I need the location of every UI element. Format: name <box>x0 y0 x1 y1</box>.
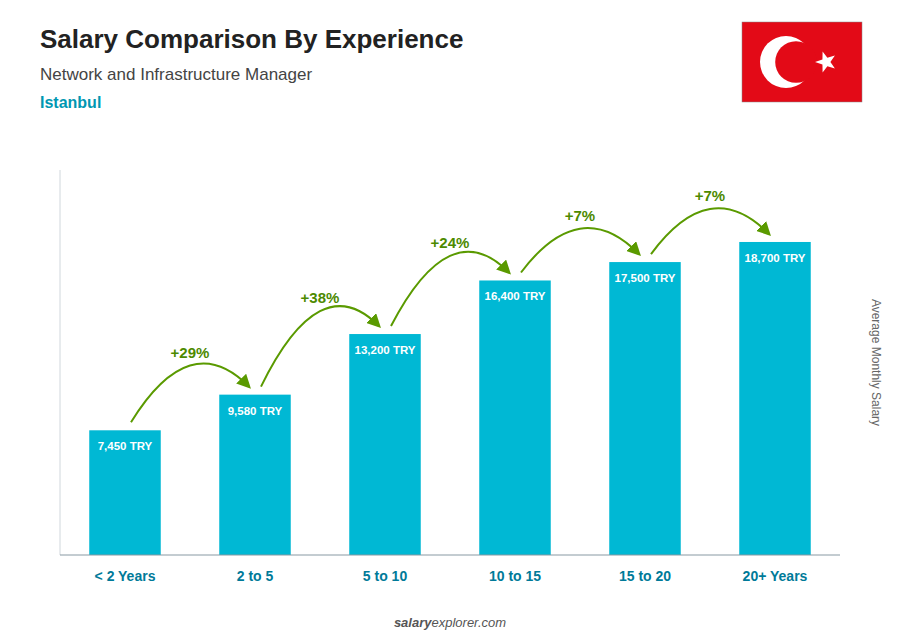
flag-star <box>815 52 835 73</box>
x-tick-label: 5 to 10 <box>363 568 408 584</box>
chart-svg: Salary Comparison By Experience Network a… <box>0 0 900 641</box>
chart-container: Salary Comparison By Experience Network a… <box>0 0 900 641</box>
flag-field <box>742 22 862 102</box>
change-annotation: +38% <box>301 289 340 306</box>
change-annotation: +24% <box>431 234 470 251</box>
bar <box>89 430 161 555</box>
change-arrow <box>131 364 249 423</box>
flag-crescent-inner <box>775 41 817 83</box>
bar <box>609 262 681 555</box>
change-arrow <box>391 252 509 326</box>
change-arrow <box>261 306 379 387</box>
city: Istanbul <box>40 94 101 111</box>
x-tick-label: < 2 Years <box>95 568 156 584</box>
data-label: 16,400 TRY <box>485 290 546 302</box>
x-axis-line <box>60 555 840 556</box>
bar <box>479 280 551 555</box>
bars <box>89 242 811 555</box>
change-annotation: +7% <box>565 207 595 224</box>
bar <box>739 242 811 555</box>
bar <box>349 334 421 555</box>
data-label: 13,200 TRY <box>355 344 416 356</box>
change-annotation: +29% <box>171 344 210 361</box>
data-label: 9,580 TRY <box>228 405 283 417</box>
y-axis-label: Average Monthly Salary <box>869 299 883 426</box>
x-tick-label: 2 to 5 <box>237 568 274 584</box>
subtitle: Network and Infrastructure Manager <box>40 65 312 84</box>
footer-part: explorer.com <box>431 615 506 630</box>
change-annotations: +29% +38% +24% +7% +7% <box>131 187 769 422</box>
data-label: 7,450 TRY <box>98 440 153 452</box>
footer-part: salary <box>394 615 432 630</box>
change-arrow <box>521 228 639 272</box>
change-arrow <box>651 208 769 254</box>
data-label: 18,700 TRY <box>745 252 806 264</box>
x-tick-label: 20+ Years <box>743 568 808 584</box>
data-label: 17,500 TRY <box>615 272 676 284</box>
x-tick-label: 10 to 15 <box>489 568 541 584</box>
bar <box>219 395 291 555</box>
flag-badge <box>742 22 862 102</box>
title: Salary Comparison By Experience <box>40 24 463 54</box>
x-tick-label: 15 to 20 <box>619 568 671 584</box>
footer: salaryexplorer.com <box>394 615 506 630</box>
y-axis-line <box>60 170 61 555</box>
change-annotation: +7% <box>695 187 725 204</box>
